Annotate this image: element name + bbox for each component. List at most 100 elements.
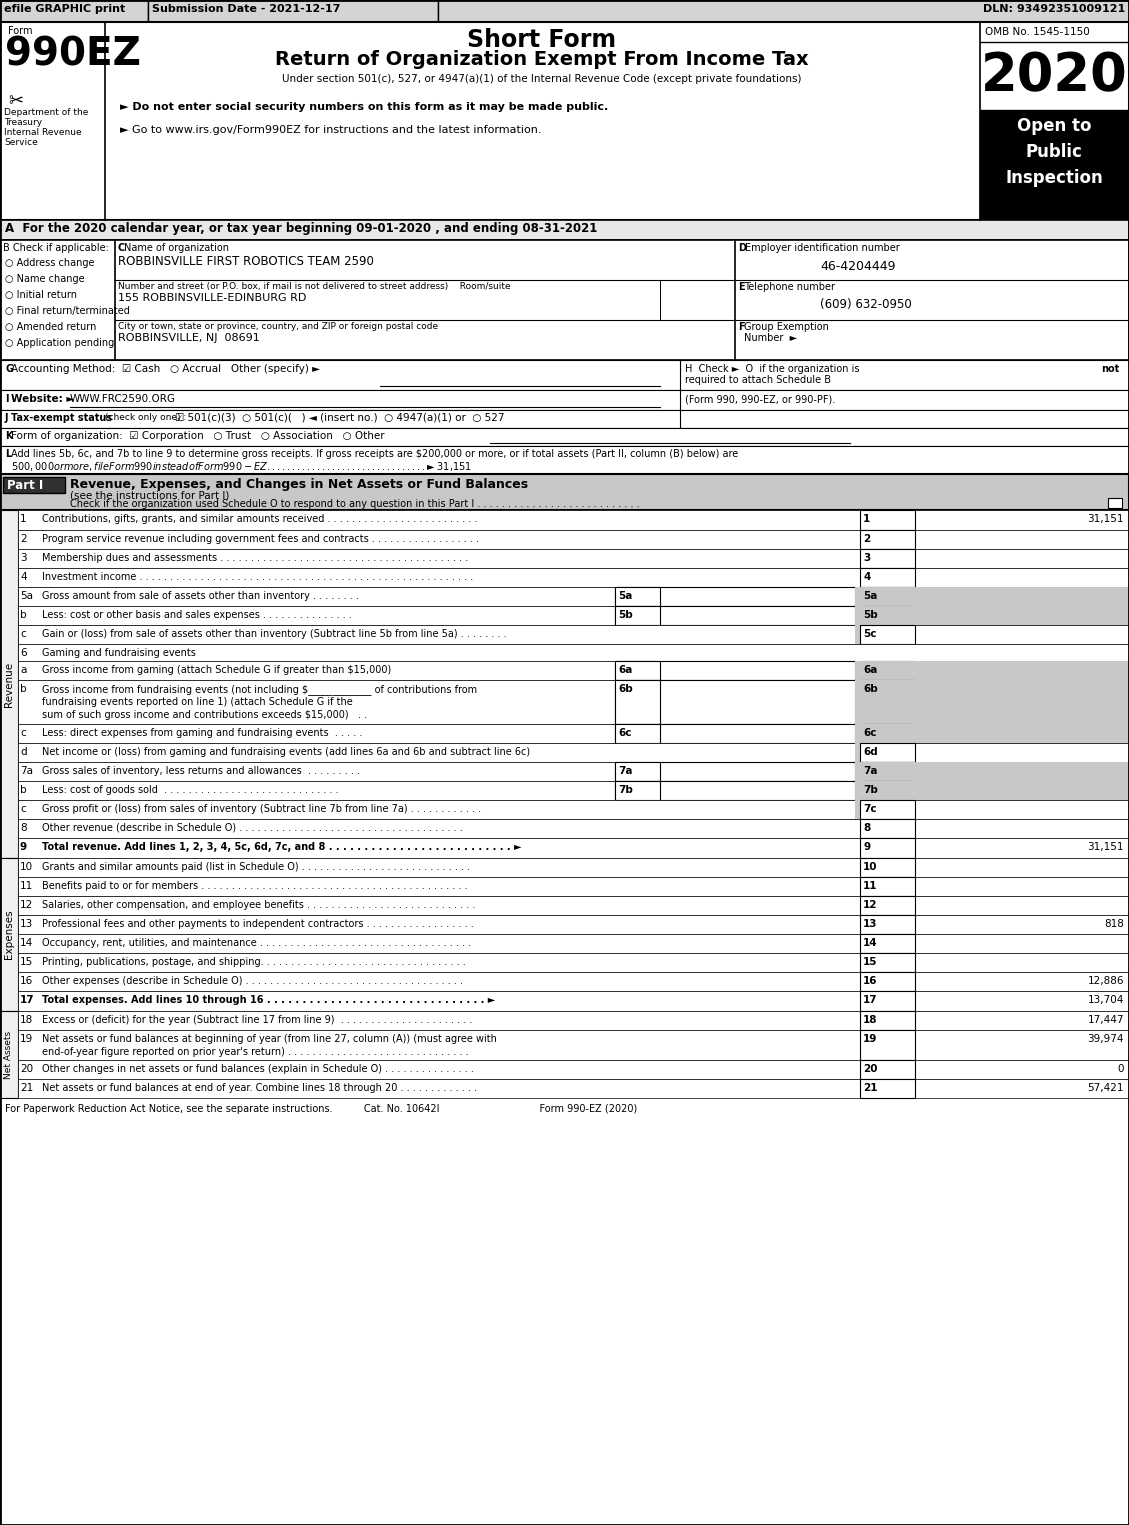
Bar [0,445,1129,474]
Text: sum of such gross income and contributions exceeds $15,000)   . .: sum of such gross income and contributio… [42,711,367,720]
Text: 6c: 6c [863,727,876,738]
Bar [860,762,914,781]
Text: ROBBINSVILLE, NJ  08691: ROBBINSVILLE, NJ 08691 [119,332,260,343]
Text: H  Check ►  O  if the organization is: H Check ► O if the organization is [685,364,863,374]
Bar [0,21,1129,220]
Bar [914,680,1129,724]
Bar [18,1029,1129,1060]
Text: Form: Form [8,26,33,37]
Text: 2020: 2020 [981,50,1128,102]
Bar [18,660,1129,680]
Text: Number and street (or P.O. box, if mail is not delivered to street address)    R: Number and street (or P.O. box, if mail … [119,282,510,291]
Text: 15: 15 [863,958,877,967]
Text: Submission Date - 2021-12-17: Submission Date - 2021-12-17 [152,5,340,14]
Text: Program service revenue including government fees and contracts . . . . . . . . : Program service revenue including govern… [42,534,479,544]
Text: ○ Application pending: ○ Application pending [5,339,114,348]
Text: B Check if applicable:: B Check if applicable: [3,242,108,253]
Bar [615,781,660,801]
Bar [860,605,914,625]
Text: 818: 818 [1104,920,1124,929]
Bar [860,660,914,680]
Bar [860,587,914,605]
Text: L: L [5,448,11,459]
Text: a: a [20,665,26,676]
Text: Internal Revenue: Internal Revenue [5,128,81,137]
Text: 10: 10 [20,862,33,872]
Text: Less: direct expenses from gaming and fundraising events  . . . . .: Less: direct expenses from gaming and fu… [42,727,362,738]
Text: 31,151: 31,151 [1087,842,1124,852]
Text: Grants and similar amounts paid (list in Schedule O) . . . . . . . . . . . . . .: Grants and similar amounts paid (list in… [42,862,470,872]
Text: 10: 10 [863,862,877,872]
Text: 2: 2 [863,534,870,544]
Bar [914,660,1129,680]
Text: Return of Organization Exempt From Income Tax: Return of Organization Exempt From Incom… [275,50,808,69]
Text: OMB No. 1545-1150: OMB No. 1545-1150 [984,27,1089,37]
Text: 5a: 5a [618,592,632,601]
Text: required to attach Schedule B: required to attach Schedule B [685,375,831,384]
Bar [18,509,1129,531]
Text: Gross sales of inventory, less returns and allowances  . . . . . . . . .: Gross sales of inventory, less returns a… [42,766,360,776]
Text: 7a: 7a [618,766,632,776]
Text: 5c: 5c [863,628,876,639]
Text: 14: 14 [20,938,33,949]
Text: Number  ►: Number ► [744,332,797,343]
Bar [860,587,914,605]
Text: 17,447: 17,447 [1087,1016,1124,1025]
Text: 6a: 6a [863,665,877,676]
Bar [860,953,914,971]
Text: (609) 632-0950: (609) 632-0950 [820,297,912,311]
Text: Less: cost of goods sold  . . . . . . . . . . . . . . . . . . . . . . . . . . . : Less: cost of goods sold . . . . . . . .… [42,785,339,795]
Text: 1: 1 [863,514,870,525]
Text: (Form 990, 990-EZ, or 990-PF).: (Form 990, 990-EZ, or 990-PF). [685,393,835,404]
Text: 0: 0 [1118,1064,1124,1074]
Bar [860,859,914,877]
Bar [1108,499,1122,508]
Text: Treasury: Treasury [5,117,42,127]
Text: (check only one) :: (check only one) : [105,413,186,422]
Text: 19: 19 [20,1034,33,1045]
Text: 1: 1 [20,514,27,525]
Bar [860,897,914,915]
Text: 19: 19 [863,1034,877,1045]
Bar [615,660,855,680]
Text: Form of organization:  ☑ Corporation   ○ Trust   ○ Association   ○ Other: Form of organization: ☑ Corporation ○ Tr… [11,432,385,441]
Bar [18,549,1129,567]
Text: 5a: 5a [20,592,33,601]
Text: 20: 20 [863,1064,877,1074]
Text: ROBBINSVILLE FIRST ROBOTICS TEAM 2590: ROBBINSVILLE FIRST ROBOTICS TEAM 2590 [119,255,374,268]
Bar [860,549,914,567]
Bar [860,877,914,897]
Bar [0,509,18,859]
Text: 4: 4 [863,572,870,583]
Bar [914,605,1129,625]
Bar [18,933,1129,953]
Bar [18,587,1129,605]
Text: Contributions, gifts, grants, and similar amounts received . . . . . . . . . . .: Contributions, gifts, grants, and simila… [42,514,478,525]
Text: Name of organization: Name of organization [124,242,229,253]
Bar [0,1011,18,1098]
Text: 16: 16 [20,976,33,987]
Text: 2: 2 [20,534,27,544]
Bar [914,762,1129,781]
Text: Net Assets: Net Assets [5,1031,14,1078]
Text: ○ Final return/terminated: ○ Final return/terminated [5,307,130,316]
Text: Professional fees and other payments to independent contractors . . . . . . . . : Professional fees and other payments to … [42,920,474,929]
Text: 3: 3 [20,554,27,563]
Text: ✂: ✂ [8,92,23,110]
Text: 990EZ: 990EZ [5,37,141,75]
Text: 17: 17 [863,994,877,1005]
Text: b: b [20,685,27,694]
Bar [860,915,914,933]
Bar [0,239,1129,360]
Bar [860,1011,914,1029]
Text: Department of the: Department of the [5,108,88,117]
Bar [615,724,855,743]
Text: Other revenue (describe in Schedule O) . . . . . . . . . . . . . . . . . . . . .: Other revenue (describe in Schedule O) .… [42,824,463,833]
Text: end-of-year figure reported on prior year's return) . . . . . . . . . . . . . . : end-of-year figure reported on prior yea… [42,1048,469,1057]
Text: 155 ROBBINSVILLE-EDINBURG RD: 155 ROBBINSVILLE-EDINBURG RD [119,293,306,303]
Text: Other expenses (describe in Schedule O) . . . . . . . . . . . . . . . . . . . . : Other expenses (describe in Schedule O) … [42,976,463,987]
Bar [860,801,914,819]
Bar [860,680,914,724]
Bar [855,660,860,680]
Text: For Paperwork Reduction Act Notice, see the separate instructions.          Cat.: For Paperwork Reduction Act Notice, see … [5,1104,637,1113]
